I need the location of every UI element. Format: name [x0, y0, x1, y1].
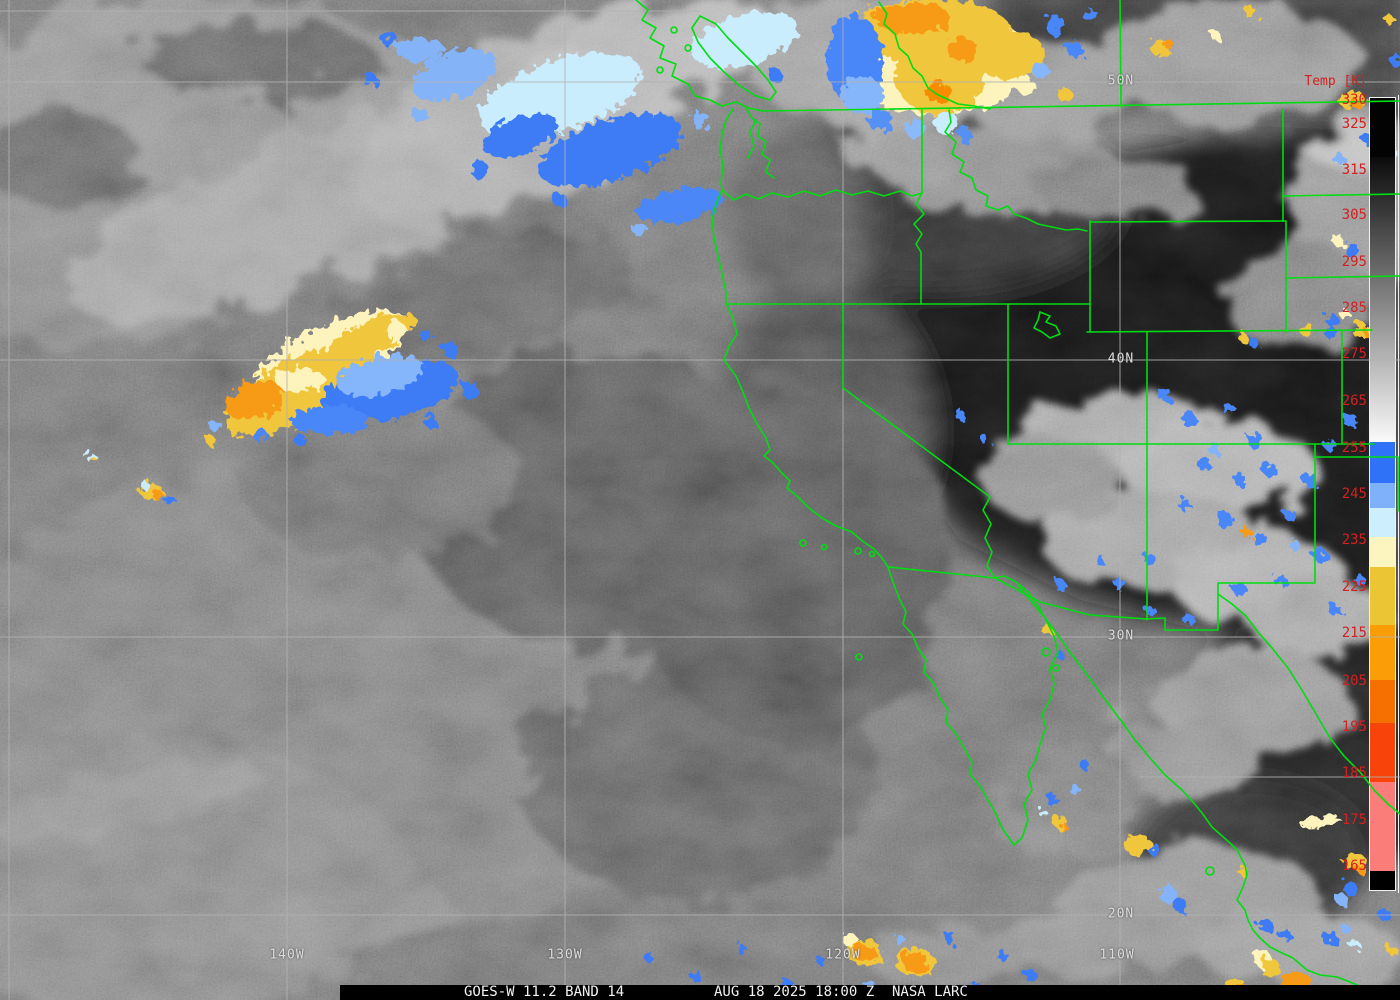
colorbar-segment: [1370, 680, 1395, 723]
colorbar-segment: [1370, 442, 1395, 483]
colorbar-segment: [1370, 723, 1395, 782]
state-borders: [635, 0, 1400, 998]
temperature-colorbar: [1369, 97, 1396, 891]
colorbar-segment: [1370, 537, 1395, 567]
colorbar-segment: [1370, 98, 1395, 157]
colorbar-segment: [1370, 625, 1395, 680]
colorbar-segment: [1370, 157, 1395, 442]
colorbar-segment: [1370, 871, 1395, 890]
colorbar-segment: [1370, 782, 1395, 871]
colorbar-segment: [1370, 508, 1395, 537]
colorbar-segment: [1370, 483, 1395, 508]
caption-datetime: AUG 18 2025 18:00 Z: [714, 984, 875, 1000]
caption-credit: NASA LARC: [892, 984, 968, 1000]
caption-bar: GOES-W 11.2 BAND 14 AUG 18 2025 18:00 Z …: [340, 985, 1400, 1000]
colorbar-segment: [1370, 567, 1395, 625]
caption-instrument: GOES-W 11.2 BAND 14: [464, 984, 625, 1000]
